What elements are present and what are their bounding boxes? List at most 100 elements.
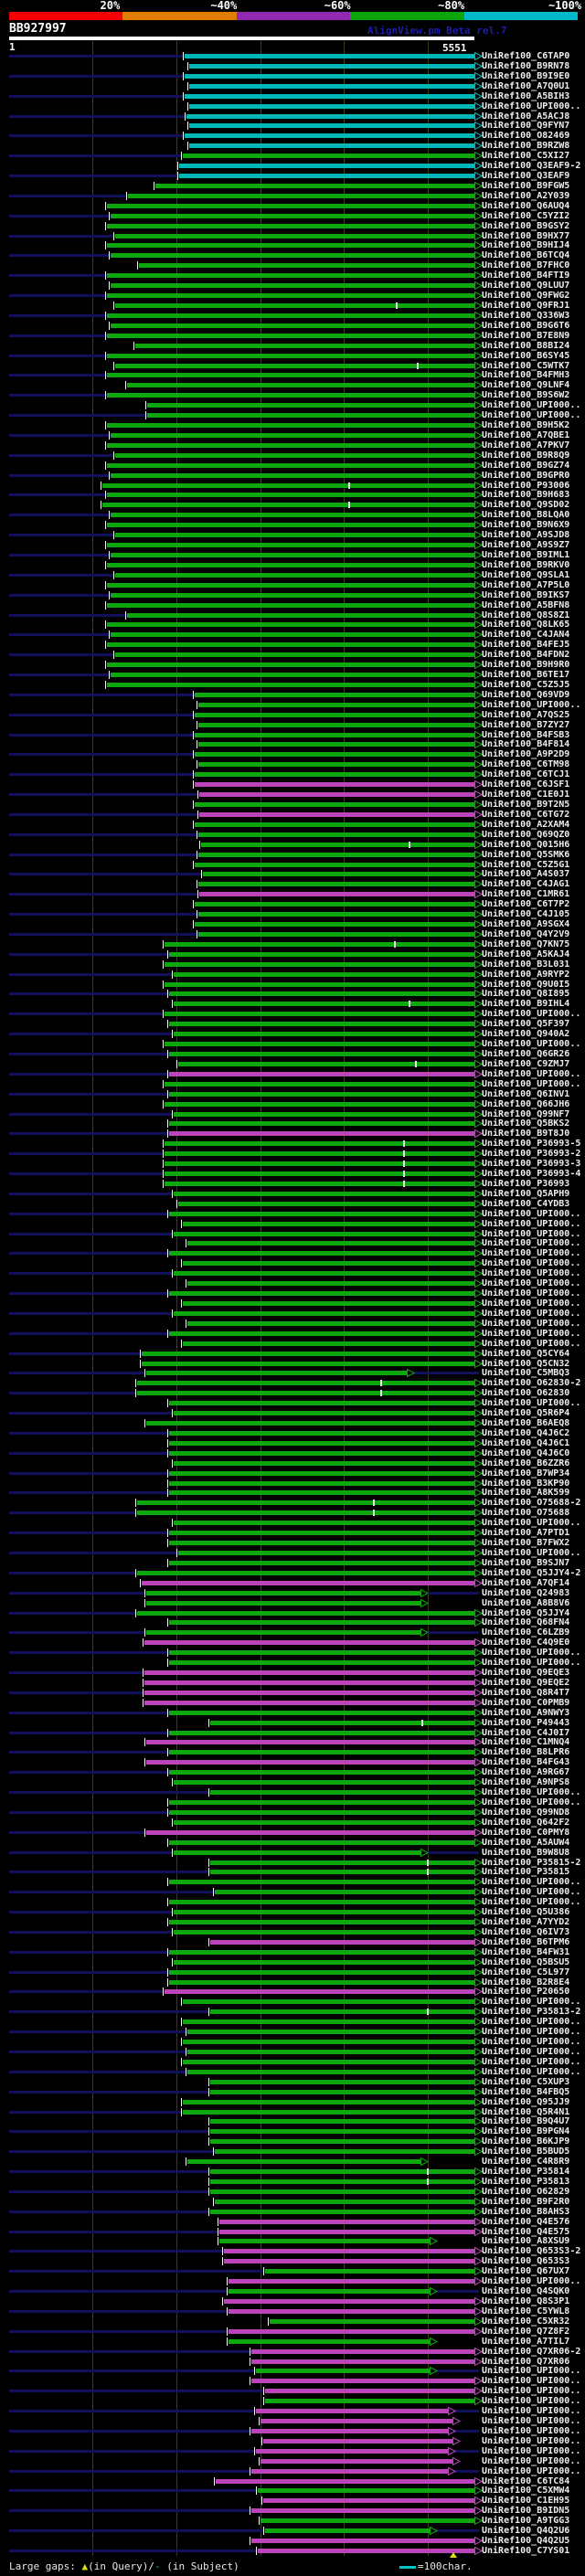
hit-label[interactable]: UniRef100_UPI000.. [482,2027,581,2038]
hit-label[interactable]: UniRef100_A4S037 [482,869,570,880]
hit-label[interactable]: UniRef100_B8LPR6 [482,1747,570,1758]
hsp-bar[interactable] [251,2428,448,2433]
hsp-bar[interactable] [189,83,474,89]
hit-label[interactable]: UniRef100_C0PMB9 [482,1697,570,1708]
hit-label[interactable]: UniRef100_A9SGX4 [482,919,570,930]
hit-label[interactable]: UniRef100_C1MNQ4 [482,1737,570,1748]
hsp-bar[interactable] [195,802,474,807]
hit-label[interactable]: UniRef100_UPI000.. [482,1248,581,1259]
hsp-bar[interactable] [107,622,474,628]
hit-label[interactable]: UniRef100_Q5BSU5 [482,1956,570,1967]
hit-label[interactable]: UniRef100_B6SY45 [482,350,570,361]
hsp-bar[interactable] [115,452,474,458]
hsp-bar[interactable] [107,293,474,299]
hsp-bar[interactable] [210,1870,474,1875]
hit-label[interactable]: UniRef100_B6TCQ4 [482,250,570,261]
hsp-bar[interactable] [199,792,474,798]
hit-label[interactable]: UniRef100_UPI000.. [482,2455,581,2466]
hsp-bar[interactable] [179,174,474,179]
hit-label[interactable]: UniRef100_A7PTD1 [482,1528,570,1539]
hsp-bar[interactable] [115,533,474,538]
hit-label[interactable]: UniRef100_UPI000.. [482,2416,581,2427]
hit-label[interactable]: UniRef100_A9P2D9 [482,749,570,760]
hit-label[interactable]: UniRef100_UPI000.. [482,2435,581,2446]
hit-label[interactable]: UniRef100_UPI000.. [482,1288,581,1299]
hsp-bar[interactable] [198,931,474,937]
hsp-bar[interactable] [169,1022,474,1027]
hsp-bar[interactable] [210,2129,474,2135]
hit-label[interactable]: UniRef100_C1E0J1 [482,790,570,800]
hsp-bar[interactable] [229,2308,474,2314]
hsp-bar[interactable] [189,123,474,129]
hit-label[interactable]: UniRef100_B9IML1 [482,550,570,560]
hsp-bar[interactable] [111,472,474,478]
hit-label[interactable]: UniRef100_UPI000.. [482,2396,581,2407]
hit-label[interactable]: UniRef100_Q015H6 [482,839,570,850]
hit-label[interactable]: UniRef100_UPI000.. [482,1268,581,1279]
hsp-bar[interactable] [210,1860,474,1865]
hsp-bar[interactable] [147,403,474,408]
hsp-bar[interactable] [137,1610,474,1616]
hsp-bar[interactable] [107,423,474,429]
hsp-bar[interactable] [195,902,474,907]
hsp-bar[interactable] [107,493,474,498]
hsp-bar[interactable] [189,63,474,69]
hsp-bar[interactable] [107,243,474,249]
hit-label[interactable]: UniRef100_Q940A2 [482,1029,570,1040]
hit-label[interactable]: UniRef100_P35815 [482,1867,570,1878]
hit-label[interactable]: UniRef100_B9IKS7 [482,589,570,600]
hsp-bar[interactable] [147,413,474,419]
hit-label[interactable]: UniRef100_Q4SQK0 [482,2286,570,2297]
hsp-bar[interactable] [187,2069,474,2074]
hsp-bar[interactable] [251,2468,448,2474]
hit-label[interactable]: UniRef100_Q9EQE2 [482,1677,570,1688]
hit-label[interactable]: UniRef100_B9RN78 [482,60,570,71]
hsp-bar[interactable] [165,941,474,947]
hsp-bar[interactable] [111,592,474,598]
hit-label[interactable]: UniRef100_P36993-5 [482,1139,581,1150]
hit-label[interactable]: UniRef100_C6JSF1 [482,779,570,790]
hit-label[interactable]: UniRef100_P36993-3 [482,1159,581,1170]
hsp-bar[interactable] [169,1770,474,1776]
hit-label[interactable]: UniRef100_Q7XR06-2 [482,2346,581,2357]
hsp-bar[interactable] [169,1660,474,1666]
hit-label[interactable]: UniRef100_A8B8V6 [482,1597,570,1608]
hit-label[interactable]: UniRef100_B9HIJ4 [482,240,570,251]
hit-label[interactable]: UniRef100_B9Q4U7 [482,2116,570,2127]
hit-label[interactable]: UniRef100_Q5CN32 [482,1358,570,1369]
hit-label[interactable]: UniRef100_B3L031 [482,959,570,970]
hit-label[interactable]: UniRef100_B9R8Q9 [482,450,570,461]
hit-label[interactable]: UniRef100_UPI000.. [482,1338,581,1349]
hit-label[interactable]: UniRef100_UPI000.. [482,1078,581,1089]
hsp-bar[interactable] [219,2239,430,2244]
hsp-bar[interactable] [183,1221,474,1226]
hit-label[interactable]: UniRef100_UPI000.. [482,1218,581,1229]
hsp-bar[interactable] [185,54,474,58]
hit-label[interactable]: UniRef100_C5XMW4 [482,2486,570,2496]
hsp-bar[interactable] [215,2199,474,2204]
hsp-bar[interactable] [137,1381,474,1386]
hsp-bar[interactable] [142,1580,474,1585]
hsp-bar[interactable] [183,2109,474,2115]
hsp-bar[interactable] [165,1042,474,1047]
hsp-bar[interactable] [115,572,474,578]
hsp-bar[interactable] [174,1032,474,1037]
hit-label[interactable]: UniRef100_O62830 [482,1388,570,1399]
hit-label[interactable]: UniRef100_Q336W3 [482,310,570,321]
hsp-bar[interactable] [169,1541,474,1546]
hsp-bar[interactable] [187,2030,474,2035]
hit-label[interactable]: UniRef100_UPI000.. [482,2376,581,2387]
hit-label[interactable]: UniRef100_Q9FRJ1 [482,301,570,311]
hit-label[interactable]: UniRef100_Q95JJ9 [482,2096,570,2107]
hsp-bar[interactable] [169,1969,474,1975]
hsp-bar[interactable] [187,1241,474,1246]
hit-label[interactable]: UniRef100_B8AHS3 [482,2206,570,2217]
hit-label[interactable]: UniRef100_B9IHL4 [482,999,570,1010]
hit-label[interactable]: UniRef100_P35815-2 [482,1857,581,1868]
hsp-bar[interactable] [169,1750,474,1755]
hsp-bar[interactable] [210,2139,474,2145]
hsp-bar[interactable] [169,1131,474,1137]
hsp-bar[interactable] [224,2249,474,2254]
hsp-bar[interactable] [144,1700,474,1705]
hit-label[interactable]: UniRef100_UPI000.. [482,2425,581,2436]
